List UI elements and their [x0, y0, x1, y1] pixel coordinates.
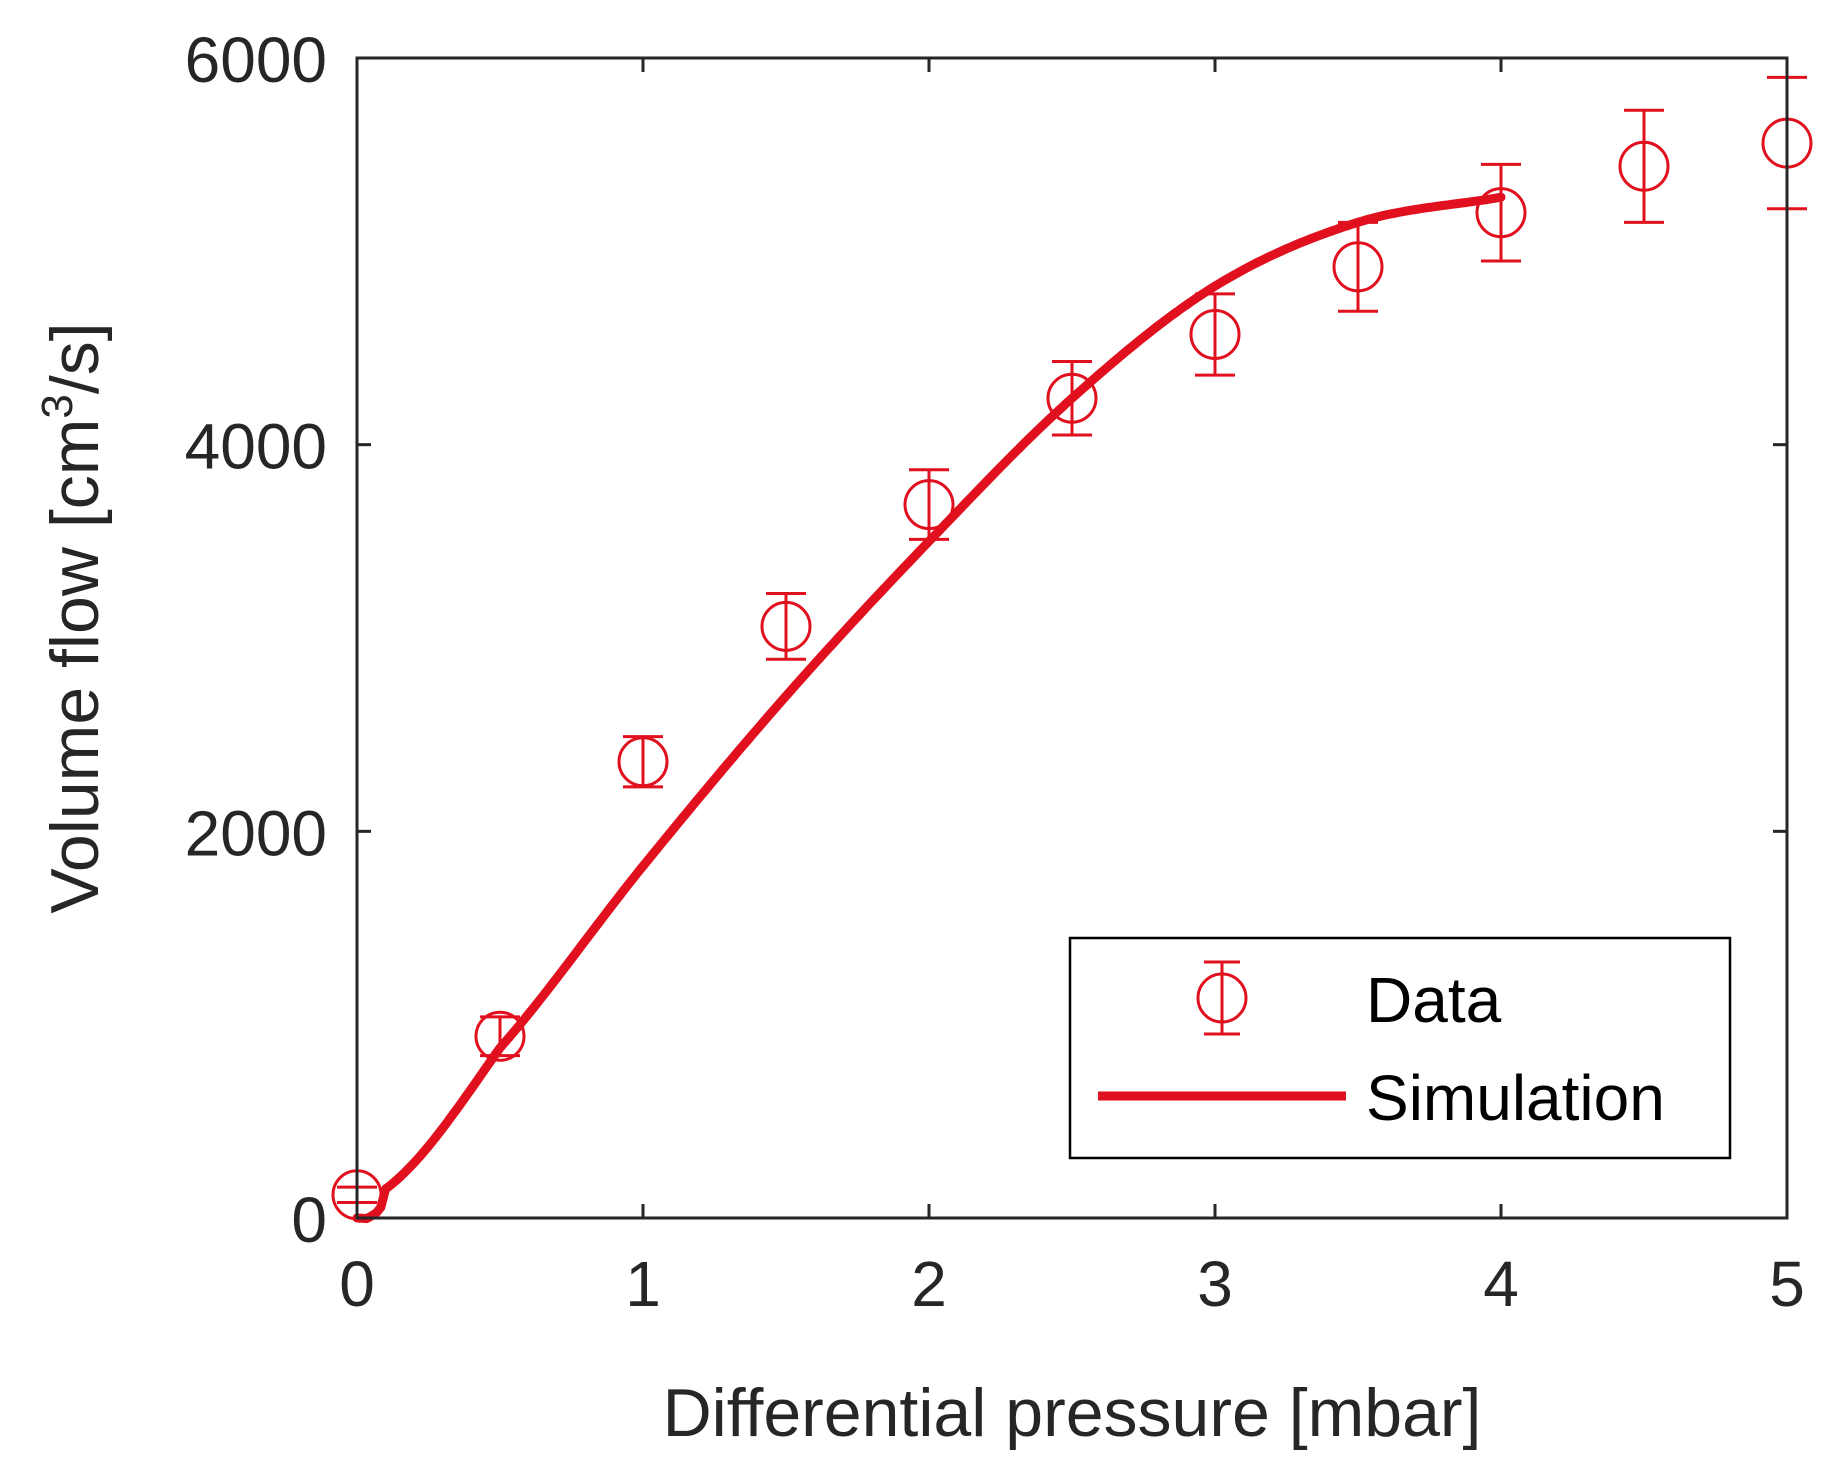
data-point: [474, 1010, 526, 1062]
x-tick-label: 4: [1483, 1248, 1519, 1320]
data-point: [1618, 140, 1670, 192]
plot-area-frame: [355, 56, 1789, 1220]
x-tick-label: 5: [1769, 1248, 1805, 1320]
legend-box: [1068, 936, 1732, 1160]
legend-data-marker: [1196, 960, 1248, 1036]
simulation-line: [352, 192, 1506, 1224]
y-axis-label-superscript: 3: [33, 394, 82, 418]
x-tick-label: 1: [625, 1248, 661, 1320]
y-axis-label: Volume flow [cm3/s]: [33, 322, 113, 913]
ticks-group: 0 1 2 3 4 5 0 2000 4000 6000: [185, 24, 1805, 1320]
x-tick-label: 3: [1197, 1248, 1233, 1320]
data-point: [760, 600, 812, 652]
data-point: [1475, 187, 1527, 239]
legend: Data Simulation: [1068, 936, 1732, 1160]
data-point: [903, 479, 955, 531]
x-tick-label: 0: [339, 1248, 375, 1320]
data-point: [1189, 308, 1241, 360]
data-point: [1046, 372, 1098, 424]
y-tick-label: 2000: [185, 797, 327, 869]
y-axis-label-main: Volume flow [cm: [37, 419, 113, 914]
data-point: [1332, 241, 1384, 293]
x-tick-label: 2: [911, 1248, 947, 1320]
data-point: [617, 736, 669, 788]
y-axis-label-end: /s]: [37, 322, 113, 394]
y-tick-label: 0: [291, 1184, 327, 1256]
legend-label-simulation: Simulation: [1366, 1062, 1665, 1134]
y-tick-label: 6000: [185, 24, 327, 96]
x-axis-label: Differential pressure [mbar]: [663, 1375, 1482, 1451]
y-tick-label: 4000: [185, 411, 327, 483]
legend-label-data: Data: [1366, 964, 1502, 1036]
